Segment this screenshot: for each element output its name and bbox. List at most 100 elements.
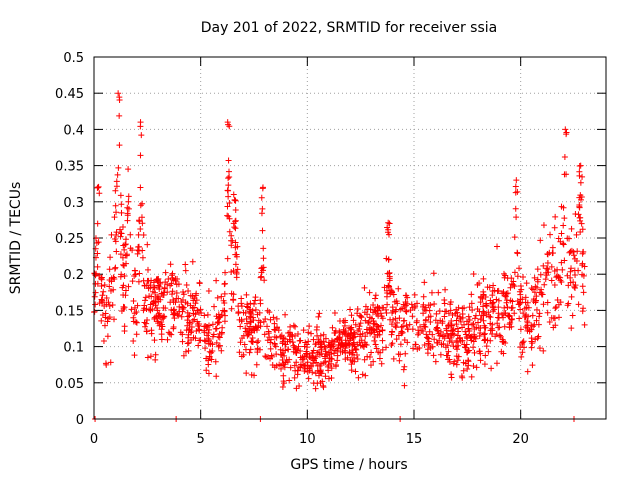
data-point	[297, 364, 304, 371]
data-point	[292, 367, 299, 374]
data-point	[140, 232, 147, 239]
data-point	[192, 311, 199, 318]
data-point	[158, 336, 165, 343]
data-point	[218, 347, 225, 354]
data-point	[447, 298, 454, 305]
data-point	[164, 336, 171, 343]
data-point	[472, 312, 479, 319]
data-point	[328, 356, 335, 363]
data-point	[253, 361, 260, 368]
data-point	[437, 351, 444, 358]
data-point	[421, 342, 428, 349]
data-point	[277, 346, 284, 353]
data-point	[463, 341, 470, 348]
data-point	[346, 335, 353, 342]
data-point	[260, 255, 267, 262]
data-point	[356, 326, 363, 333]
data-point	[144, 241, 151, 248]
data-point	[495, 304, 502, 311]
data-point	[496, 324, 503, 331]
data-point	[573, 231, 580, 238]
data-point	[306, 323, 313, 330]
plot-frame	[93, 56, 607, 420]
data-point	[389, 304, 396, 311]
data-point	[112, 187, 119, 194]
data-point	[209, 341, 216, 348]
data-point	[506, 313, 513, 320]
data-point	[171, 315, 178, 322]
data-point	[480, 275, 487, 282]
data-point	[282, 347, 289, 354]
data-point	[133, 309, 140, 316]
data-point	[235, 310, 242, 317]
data-point	[531, 321, 538, 328]
data-point	[385, 256, 392, 263]
data-point	[99, 299, 106, 306]
data-point	[469, 321, 476, 328]
data-point	[553, 274, 560, 281]
data-point	[153, 276, 160, 283]
data-point	[135, 278, 142, 285]
y-tick-label: 0.2	[63, 268, 84, 283]
data-point	[264, 354, 271, 361]
data-point	[474, 281, 481, 288]
data-point	[529, 362, 536, 369]
data-point	[496, 332, 503, 339]
data-point	[232, 251, 239, 258]
data-point	[213, 373, 220, 380]
data-point	[512, 205, 519, 212]
data-point	[551, 268, 558, 275]
data-point	[104, 333, 111, 340]
data-point	[420, 293, 427, 300]
data-point	[113, 229, 120, 236]
data-point	[463, 318, 470, 325]
data-point	[204, 311, 211, 318]
data-point	[279, 340, 286, 347]
data-point	[214, 294, 221, 301]
data-point	[245, 331, 252, 338]
data-point	[444, 352, 451, 359]
data-point	[379, 346, 386, 353]
data-point	[500, 314, 507, 321]
data-point	[232, 261, 239, 268]
data-point	[318, 350, 325, 357]
data-point	[402, 307, 409, 314]
data-point	[372, 292, 379, 299]
data-point	[520, 338, 527, 345]
data-point	[291, 362, 298, 369]
data-point	[519, 339, 526, 346]
data-point	[547, 231, 554, 238]
data-point	[399, 323, 406, 330]
data-point	[393, 336, 400, 343]
data-point	[154, 294, 161, 301]
data-point	[122, 287, 129, 294]
x-tick-label: 10	[299, 432, 316, 447]
data-point	[479, 295, 486, 302]
data-point	[533, 297, 540, 304]
data-point	[122, 236, 129, 243]
data-point	[313, 340, 320, 347]
data-point	[389, 328, 396, 335]
data-point	[544, 299, 551, 306]
data-point	[293, 359, 300, 366]
data-point	[277, 362, 284, 369]
data-point	[351, 330, 358, 337]
data-point	[189, 317, 196, 324]
data-point	[564, 272, 571, 279]
data-point	[520, 310, 527, 317]
data-point	[179, 331, 186, 338]
data-point	[386, 284, 393, 291]
data-point	[165, 276, 172, 283]
data-point	[277, 333, 284, 340]
data-point	[257, 300, 264, 307]
data-point	[445, 356, 452, 363]
data-point	[567, 268, 574, 275]
y-tick-label: 0	[76, 413, 84, 428]
data-point	[107, 359, 114, 366]
data-point	[427, 301, 434, 308]
data-point	[520, 274, 527, 281]
data-point	[161, 284, 168, 291]
data-point	[246, 349, 253, 356]
data-point	[425, 338, 432, 345]
